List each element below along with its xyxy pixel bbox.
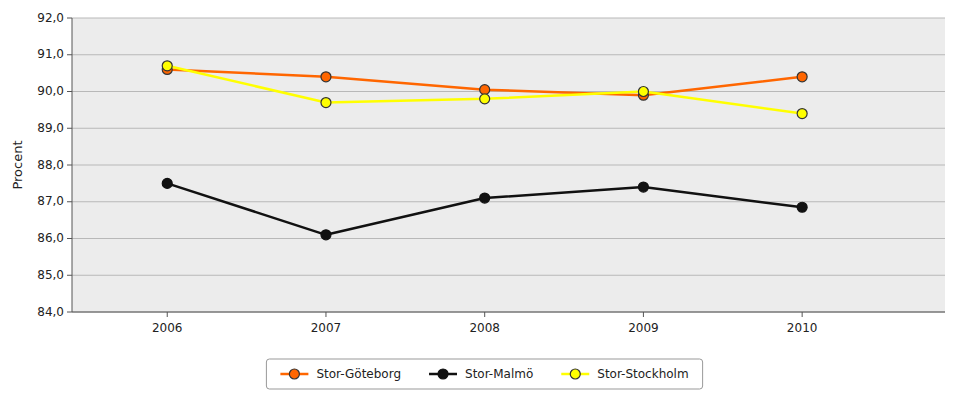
series — [162, 61, 807, 119]
y-tick — [67, 275, 72, 276]
series-line — [167, 66, 802, 114]
y-tick — [67, 165, 72, 166]
point — [638, 87, 648, 97]
y-tick-label: 92,0 — [37, 11, 64, 25]
legend-swatch-marker — [438, 369, 448, 379]
legend-label: Stor-Malmö — [465, 367, 533, 381]
y-axis: 84,0 85,0 86,0 87,0 88,0 89,0 90,0 91,0 92,0 — [37, 11, 72, 319]
series-line — [167, 183, 802, 234]
y-tick-label: 89,0 — [37, 121, 64, 135]
legend-item: Stor-Malmö — [429, 367, 533, 381]
y-tick — [67, 91, 72, 92]
point — [797, 202, 807, 212]
x-tick — [167, 312, 168, 317]
point — [480, 193, 490, 203]
grid-line — [72, 312, 945, 313]
point — [480, 94, 490, 104]
point — [162, 178, 172, 188]
x-tick-label: 2007 — [311, 321, 342, 335]
x-tick-label: 2009 — [628, 321, 659, 335]
y-axis-label: Procent — [10, 140, 25, 189]
legend: Stor-Göteborg Stor-Malmö Stor-Stockholm — [266, 359, 702, 389]
grid-line — [72, 54, 945, 55]
y-tick — [67, 18, 72, 19]
point — [797, 72, 807, 82]
point — [638, 182, 648, 192]
plot-background — [72, 18, 945, 312]
grid-line — [72, 165, 945, 166]
series-line — [167, 69, 802, 95]
point — [321, 72, 331, 82]
x-tick — [802, 312, 803, 317]
legend-swatch-marker — [570, 369, 580, 379]
grid-line — [72, 128, 945, 129]
legend-swatch-marker — [289, 369, 299, 379]
x-axis-line — [72, 312, 945, 313]
y-axis-line — [72, 18, 73, 312]
legend-frame — [266, 359, 702, 389]
x-tick — [325, 312, 326, 317]
y-tick-label: 91,0 — [37, 47, 64, 61]
point — [480, 85, 490, 95]
y-tick-label: 90,0 — [37, 84, 64, 98]
point — [321, 98, 331, 108]
series — [162, 178, 807, 239]
x-tick-label: 2006 — [152, 321, 183, 335]
y-tick — [67, 201, 72, 202]
grid-line — [72, 201, 945, 202]
legend-label: Stor-Göteborg — [316, 367, 401, 381]
y-tick-label: 88,0 — [37, 158, 64, 172]
grid-line — [72, 18, 945, 19]
y-tick-label: 87,0 — [37, 194, 64, 208]
y-tick-label: 84,0 — [37, 305, 64, 319]
y-tick-label: 85,0 — [37, 268, 64, 282]
grid-line — [72, 238, 945, 239]
point — [797, 109, 807, 119]
y-tick — [67, 238, 72, 239]
legend-item: Stor-Stockholm — [561, 367, 688, 381]
x-tick — [484, 312, 485, 317]
x-tick-label: 2010 — [787, 321, 818, 335]
series-group — [162, 61, 807, 240]
page: {"chart_data": { "type": "line", "y_labe… — [0, 0, 969, 404]
x-tick — [643, 312, 644, 317]
y-grid — [72, 18, 945, 312]
legend-label: Stor-Stockholm — [597, 367, 688, 381]
y-tick — [67, 128, 72, 129]
y-tick — [67, 54, 72, 55]
grid-line — [72, 275, 945, 276]
point — [321, 230, 331, 240]
x-tick-label: 2008 — [469, 321, 500, 335]
chart: 84,0 85,0 86,0 87,0 88,0 89,0 90,0 91,0 92,0 2006… — [0, 0, 969, 404]
y-tick — [67, 312, 72, 313]
point — [162, 61, 172, 71]
legend-item: Stor-Göteborg — [280, 367, 401, 381]
y-tick-label: 86,0 — [37, 231, 64, 245]
x-axis: 2006 2007 2008 2009 2010 — [72, 312, 945, 335]
